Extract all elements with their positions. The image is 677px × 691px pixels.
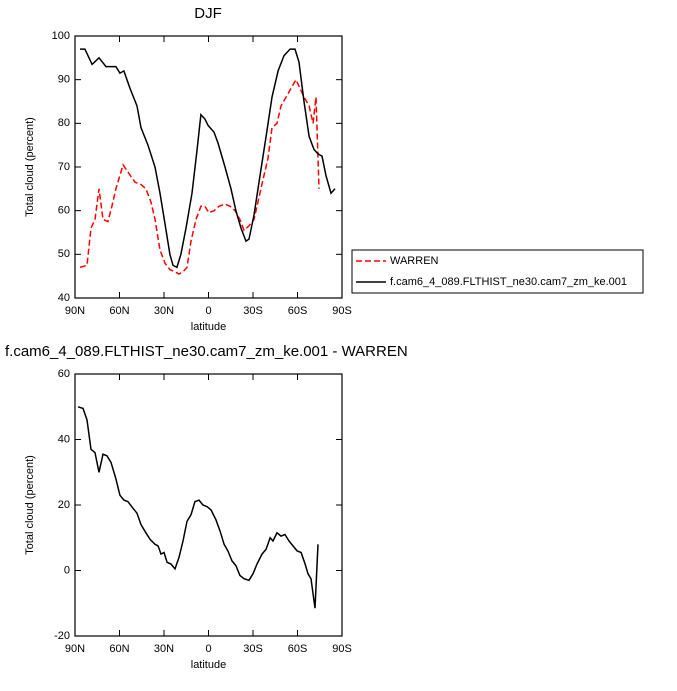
y-tick-label: 100	[52, 30, 70, 42]
x-tick-label: 60N	[109, 305, 129, 317]
legend-box	[351, 249, 644, 294]
series-line	[80, 48, 336, 269]
x-tick-label: 30S	[243, 305, 263, 317]
y-tick-label: 0	[64, 564, 70, 576]
legend-label: f.cam6_4_089.FLTHIST_ne30.cam7_zm_ke.001	[390, 276, 627, 288]
y-tick-label: 60	[58, 368, 70, 380]
x-axis-label: latitude	[191, 659, 226, 671]
x-tick-label: 90S	[332, 305, 352, 317]
legend-label: WARREN	[390, 255, 439, 267]
y-tick-label: 60	[58, 205, 70, 217]
x-tick-label: 60N	[109, 643, 129, 655]
x-tick-label: 60S	[288, 643, 308, 655]
x-tick-label: 30S	[243, 643, 263, 655]
y-tick-label: 40	[58, 292, 70, 304]
series-line	[77, 406, 319, 609]
y-tick-label: 90	[58, 74, 70, 86]
x-tick-label: 90N	[65, 305, 85, 317]
x-tick-label: 90N	[65, 643, 85, 655]
y-tick-label: 70	[58, 161, 70, 173]
y-tick-label: 50	[58, 248, 70, 260]
x-tick-label: 30N	[154, 643, 174, 655]
x-tick-label: 0	[205, 643, 211, 655]
y-axis-label: Total cloud (percent)	[24, 455, 36, 555]
chart-title: DJF	[194, 5, 222, 22]
x-tick-label: 0	[205, 305, 211, 317]
x-tick-label: 60S	[288, 305, 308, 317]
y-tick-label: -20	[54, 630, 70, 642]
plot-frame	[74, 35, 343, 299]
chart-title: f.cam6_4_089.FLTHIST_ne30.cam7_zm_ke.001…	[5, 343, 408, 360]
y-axis-label: Total cloud (percent)	[24, 117, 36, 217]
series-line	[79, 78, 320, 275]
y-tick-label: 80	[58, 117, 70, 129]
y-tick-label: 20	[58, 499, 70, 511]
y-tick-label: 40	[58, 433, 70, 445]
x-tick-label: 30N	[154, 305, 174, 317]
x-axis-label: latitude	[191, 321, 226, 333]
plot-frame	[74, 373, 343, 637]
x-tick-label: 90S	[332, 643, 352, 655]
